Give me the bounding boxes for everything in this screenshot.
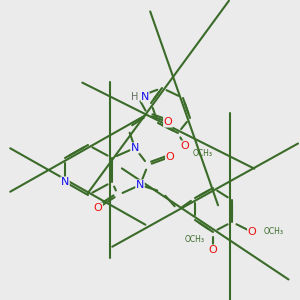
Text: O: O xyxy=(94,203,102,213)
Text: N: N xyxy=(136,180,144,190)
Text: OCH₃: OCH₃ xyxy=(193,149,213,158)
Text: O: O xyxy=(166,152,174,162)
Text: OCH₃: OCH₃ xyxy=(185,236,205,244)
Text: O: O xyxy=(248,227,256,237)
Text: O: O xyxy=(164,117,172,127)
Text: O: O xyxy=(208,245,217,255)
Text: N: N xyxy=(141,92,149,102)
Text: N: N xyxy=(61,177,69,187)
Text: OCH₃: OCH₃ xyxy=(264,227,284,236)
Text: N: N xyxy=(131,143,139,153)
Text: O: O xyxy=(181,141,189,151)
Text: H: H xyxy=(130,92,138,102)
